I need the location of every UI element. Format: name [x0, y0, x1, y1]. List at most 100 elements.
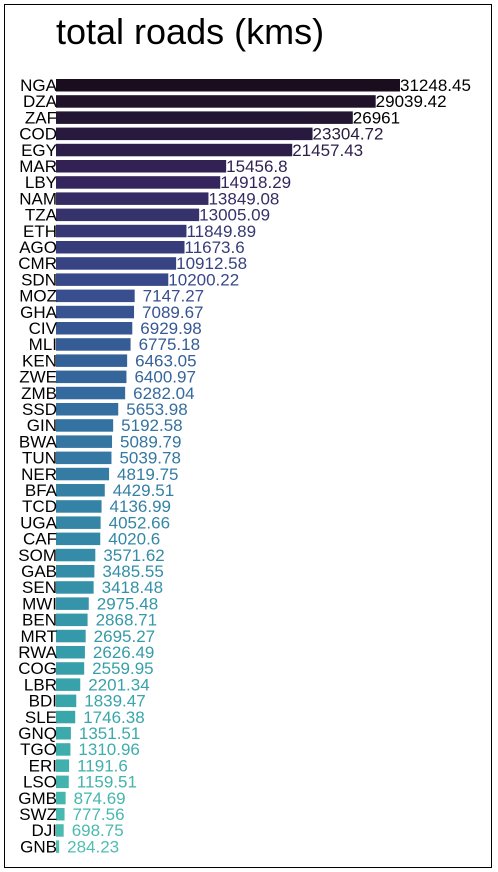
value-label: 10200.22: [168, 270, 239, 289]
value-label: 4052.66: [109, 513, 170, 532]
bar-gnb: [56, 840, 60, 853]
category-tick-label: CIV: [29, 319, 58, 338]
value-label: 5653.98: [126, 400, 187, 419]
value-label: 6463.05: [135, 351, 196, 370]
category-tick-label: MWI: [22, 594, 57, 613]
category-tick-label: DJI: [32, 821, 58, 840]
category-tick-label: COD: [19, 125, 57, 144]
category-tick-label: LBY: [25, 173, 57, 192]
value-label: 284.23: [67, 837, 119, 856]
bar-zaf: [56, 111, 353, 124]
value-label: 5089.79: [120, 432, 181, 451]
bar-sdn: [56, 273, 169, 286]
category-tick-label: BDI: [29, 692, 57, 711]
bar-sle: [56, 710, 76, 724]
value-label: 1191.6: [77, 756, 128, 775]
category-tick-label: UGA: [20, 513, 58, 532]
category-tick-label: MRT: [20, 627, 57, 646]
category-tick-label: ETH: [23, 222, 57, 241]
bar-bfa: [56, 484, 105, 497]
category-tick-label: SDN: [21, 270, 57, 289]
category-tick-label: GNQ: [18, 724, 57, 743]
bar-mrt: [56, 629, 86, 643]
value-label: 4429.51: [113, 481, 174, 500]
category-tick-label: ERI: [29, 756, 57, 775]
bar-tza: [56, 208, 200, 222]
bar-mwi: [56, 597, 89, 610]
category-tick-label: BFA: [25, 481, 58, 500]
bar-moz: [56, 289, 135, 303]
value-label: 1746.38: [83, 708, 144, 727]
bar-gab: [56, 565, 95, 578]
bar-zwe: [56, 370, 127, 384]
bar-gnq: [56, 727, 71, 740]
category-tick-label: KEN: [22, 351, 57, 370]
bar-bwa: [56, 435, 113, 448]
value-label: 6282.04: [133, 384, 194, 403]
value-label: 3571.62: [103, 546, 164, 565]
value-label: 13849.08: [208, 189, 279, 208]
category-tick-label: ZWE: [19, 368, 57, 387]
value-label: 13005.09: [199, 206, 270, 225]
value-label: 1310.96: [78, 740, 139, 759]
bar-tun: [56, 451, 112, 465]
bar-cog: [56, 662, 85, 675]
category-tick-label: MOZ: [19, 287, 57, 306]
value-label: 2868.71: [96, 611, 157, 630]
category-tick-label: TCD: [22, 497, 57, 516]
value-label: 1839.47: [84, 692, 145, 711]
category-tick-label: GIN: [27, 416, 57, 435]
bar-dza: [56, 95, 376, 108]
bar-egy: [56, 143, 293, 157]
bar-som: [56, 548, 96, 562]
value-label: 14918.29: [220, 173, 291, 192]
value-label: 3485.55: [102, 562, 163, 581]
bar-cmr: [56, 257, 177, 270]
chart-frame: [4, 4, 492, 868]
category-tick-label: NAM: [19, 189, 57, 208]
category-tick-label: ZMB: [21, 384, 57, 403]
value-label: 698.75: [72, 821, 124, 840]
category-tick-label: TGO: [20, 740, 57, 759]
bar-ner: [56, 467, 110, 481]
bar-lby: [56, 176, 221, 189]
bar-ben: [56, 613, 88, 627]
category-tick-label: GMB: [18, 789, 57, 808]
category-tick-label: CAF: [23, 530, 57, 549]
value-label: 4819.75: [117, 465, 178, 484]
value-label: 6929.98: [140, 319, 201, 338]
bar-sen: [56, 581, 94, 594]
value-label: 3418.48: [102, 578, 163, 597]
value-label: 4136.99: [110, 497, 171, 516]
category-tick-label: LSO: [23, 773, 57, 792]
bar-nam: [56, 192, 209, 205]
bar-nga: [56, 79, 400, 92]
value-label: 26961: [353, 108, 400, 127]
category-tick-label: EGY: [21, 141, 57, 160]
category-tick-label: RWA: [18, 643, 57, 662]
bar-lso: [56, 775, 69, 789]
category-tick-label: DZA: [23, 92, 58, 111]
bar-uga: [56, 516, 101, 529]
value-label: 21457.43: [292, 141, 363, 160]
category-tick-label: TUN: [22, 449, 57, 468]
bar-eth: [56, 224, 187, 238]
category-tick-label: MLI: [29, 335, 57, 354]
value-label: 777.56: [73, 805, 125, 824]
bar-bdi: [56, 694, 77, 708]
bar-dji: [56, 824, 64, 837]
bar-gmb: [56, 791, 66, 805]
bar-ssd: [56, 403, 119, 416]
bar-gha: [56, 305, 135, 319]
category-tick-label: COG: [18, 659, 57, 678]
value-label: 15456.8: [226, 157, 287, 176]
bar-tgo: [56, 743, 71, 756]
bar-ago: [56, 241, 185, 254]
value-label: 5192.58: [121, 416, 182, 435]
chart-title: total roads (kms): [56, 11, 325, 52]
value-label: 11849.89: [186, 222, 256, 241]
category-tick-label: SLE: [25, 708, 57, 727]
value-label: 7147.27: [143, 287, 204, 306]
value-label: 10912.58: [176, 254, 247, 273]
